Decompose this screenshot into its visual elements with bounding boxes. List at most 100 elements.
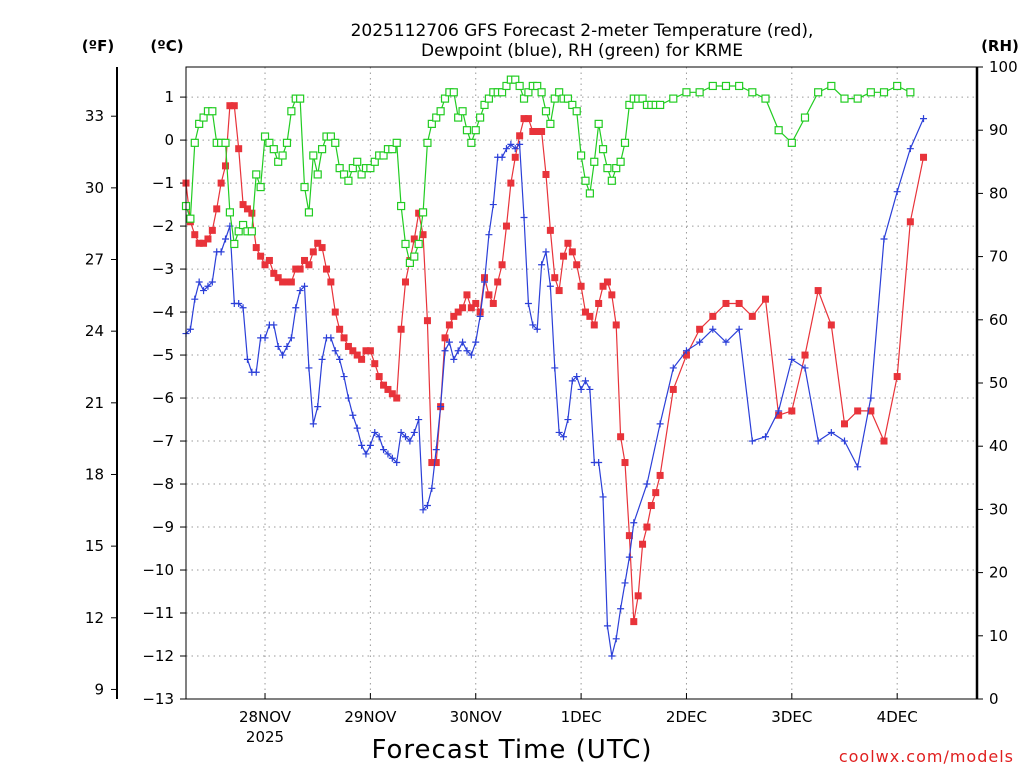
rh-point (774, 126, 783, 135)
rh-point (309, 151, 318, 160)
dewpoint-point (441, 347, 449, 355)
rh-point (190, 138, 199, 147)
celsius-tick-label: −8 (152, 475, 174, 493)
dewpoint-point (630, 519, 638, 527)
dewpoint-point (603, 622, 611, 630)
rh-point (787, 138, 796, 147)
rh-point (866, 88, 875, 97)
rh-point (853, 94, 862, 103)
rh-point (199, 113, 208, 122)
temperature-point (388, 390, 396, 398)
rh-tick-label: 60 (989, 311, 1008, 329)
temperature-point (410, 235, 418, 243)
temperature-point (612, 321, 620, 329)
dewpoint-point (538, 261, 546, 269)
rh-point (423, 138, 432, 147)
rh-point (326, 132, 335, 141)
dewpoint-point (801, 364, 809, 372)
dewpoint-point (274, 342, 282, 350)
rh-point (256, 182, 265, 192)
temperature-point (441, 334, 449, 342)
rh-point (462, 126, 472, 135)
dewpoint-point (437, 403, 445, 411)
dewpoint-point (292, 304, 300, 312)
grid-lines (186, 67, 977, 699)
temperature-point (595, 299, 603, 307)
temperature-point (696, 325, 704, 333)
rh-point (590, 157, 599, 166)
temperature-point (603, 278, 611, 286)
dewpoint-point (476, 312, 484, 320)
temperature-point (854, 407, 862, 415)
fahrenheit-axis: 33 30 27 24 21 18 15 12 9 (85, 107, 117, 698)
rh-point (432, 113, 441, 122)
rh-point (708, 81, 717, 91)
temperature-point (682, 351, 690, 359)
dewpoint-point (573, 373, 581, 381)
dewpoint-point (463, 347, 471, 355)
dewpoint-point (920, 115, 928, 123)
rh-point (225, 208, 234, 217)
temperature-point (344, 342, 352, 350)
temperature-point (467, 304, 475, 312)
rh-point (546, 119, 555, 128)
rh-point (397, 201, 406, 211)
time-tick-label: 30NOV (450, 708, 503, 726)
rh-point (502, 81, 511, 91)
celsius-tick-label: −11 (142, 604, 174, 622)
temperature-point (775, 411, 783, 419)
dewpoint-point (880, 235, 888, 243)
temperature-point (419, 231, 427, 239)
temperature-point (358, 355, 366, 363)
dewpoint-point (222, 235, 230, 243)
temperature-point (402, 278, 409, 286)
dewpoint-point (445, 338, 453, 346)
temperature-point (366, 347, 374, 355)
dewpoint-point (581, 377, 589, 385)
dewpoint-point (327, 334, 335, 342)
rh-tick-label: 90 (989, 121, 1008, 139)
celsius-tick-label: −9 (152, 518, 174, 536)
dewpoint-point (349, 411, 357, 419)
temperature-point (415, 209, 423, 217)
dewpoint-point (419, 506, 427, 514)
temperature-point (301, 256, 309, 264)
temperature-point (336, 325, 344, 333)
rh-point (598, 145, 608, 154)
temperature-point (331, 308, 339, 316)
temperature-point (538, 127, 546, 135)
rh-point (827, 81, 836, 91)
dewpoint-point (243, 355, 251, 363)
dewpoint-point (388, 454, 396, 462)
temperature-point (349, 347, 357, 355)
rh-tick-label: 100 (989, 58, 1018, 76)
fahrenheit-tick-label: 15 (85, 537, 104, 555)
rh-point (436, 107, 445, 116)
rh-point (278, 151, 287, 160)
dewpoint-point (204, 282, 212, 290)
dewpoint-point (472, 338, 480, 346)
dewpoint-point (893, 188, 901, 196)
celsius-tick-label: −2 (152, 217, 174, 235)
temperature-point (516, 132, 524, 140)
rh-tick-label: 50 (989, 374, 1008, 392)
temperature-point (283, 278, 291, 286)
temperature-point (621, 459, 629, 467)
rh-point (331, 138, 340, 147)
temperature-point (371, 360, 379, 368)
dewpoint-point (362, 450, 370, 458)
dewpoint-point (546, 282, 554, 290)
temperature-point (195, 239, 203, 247)
temperature-point (305, 261, 313, 269)
temperature-point (893, 373, 901, 381)
rh-point (576, 151, 586, 160)
celsius-tick-label: −12 (142, 647, 174, 665)
celsius-tick-label: 1 (164, 88, 174, 106)
time-tick-sublabel: 2025 (246, 728, 284, 746)
rh-point (335, 164, 344, 173)
celsius-tick-label: −4 (152, 303, 174, 321)
temperature-point (656, 471, 664, 479)
rh-point (260, 132, 270, 141)
rh-point (427, 119, 436, 128)
